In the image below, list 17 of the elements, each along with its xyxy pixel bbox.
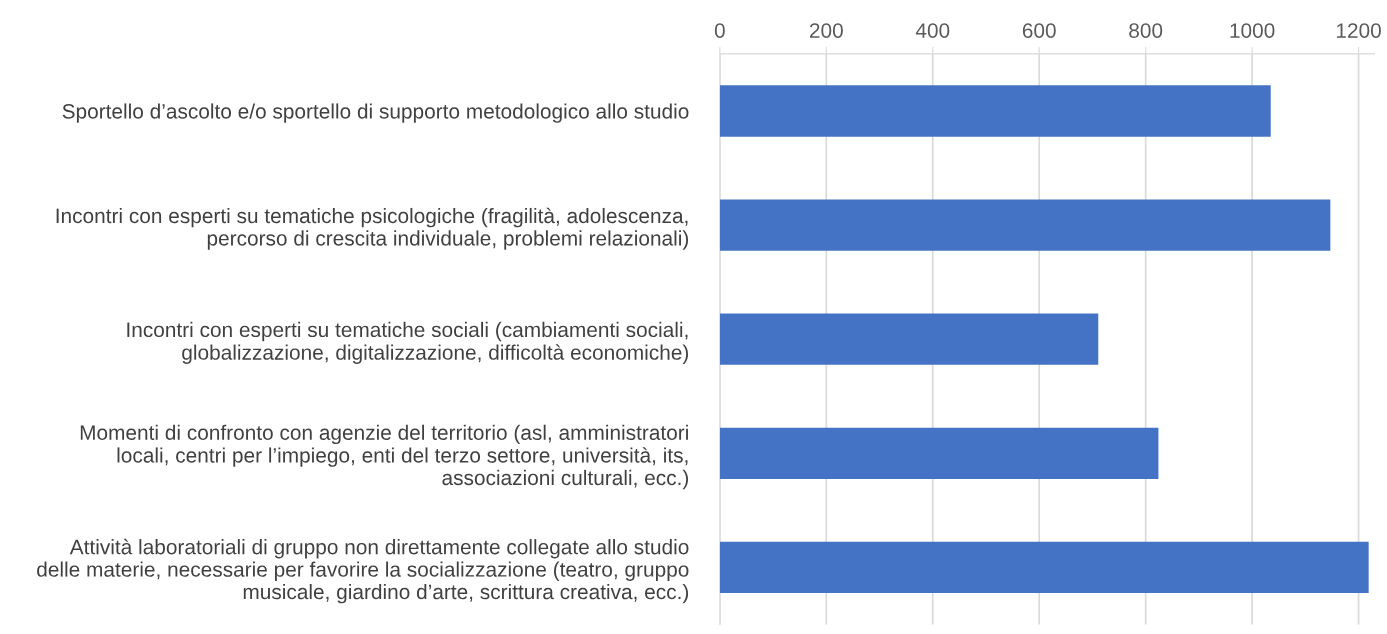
- y-tick-label: Attività laboratoriali di gruppo non direttamente collegate allo studio delle materie, necessarie per favorire la socializzazione (teatro, gruppo musicale, giardino d’arte, scrittura creativa, ecc.): [37, 538, 689, 604]
- y-tick-label: Incontri con esperti su tematiche psicologiche (fragilità, adolescenza, percorso di crescita individuale, problemi relazionali): [56, 207, 689, 250]
- y-tick-label: Sportello d’ascolto e/o sportello di supporto metodologico allo studio: [62, 103, 689, 123]
- x-tick-label: 1200: [1336, 23, 1381, 38]
- y-tick-label: Incontri con esperti su tematiche sociali (cambiamenti sociali, globalizzazione, digitalizzazione, difficoltà economiche): [127, 321, 689, 364]
- x-tick-label: 600: [1022, 23, 1056, 38]
- bar: [719, 199, 1331, 251]
- x-tick-label: 800: [1129, 23, 1163, 38]
- x-tick-label: 200: [809, 23, 843, 38]
- x-tick-label: 0: [714, 23, 725, 38]
- x-tick-label: 400: [915, 23, 950, 38]
- y-tick-label: Momenti di confronto con agenzie del territorio (asl, amministratori locali, centri per l’impiego, enti del terzo settore, università, its, associazioni culturali, ecc.): [80, 424, 689, 490]
- bar: [719, 313, 1099, 365]
- bar: [719, 427, 1159, 479]
- bar: [719, 85, 1271, 137]
- bar: [719, 541, 1369, 594]
- x-tick-label: 1000: [1230, 23, 1275, 38]
